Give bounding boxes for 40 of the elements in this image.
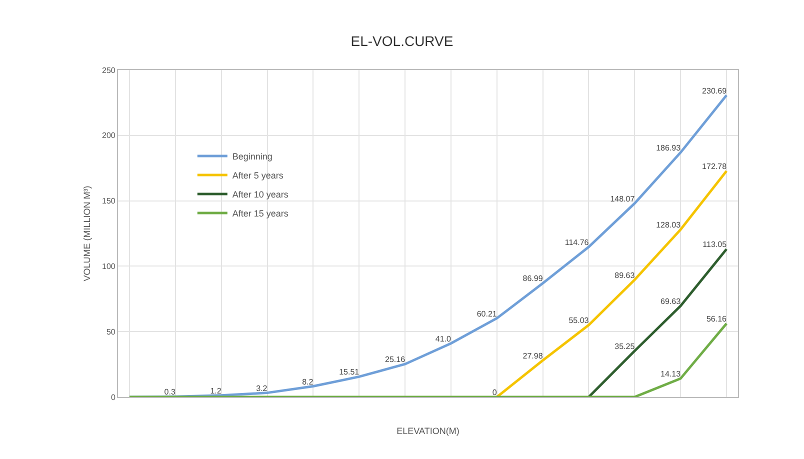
data-label: 172.78 xyxy=(702,162,728,171)
y-tick-label: 200 xyxy=(102,131,116,140)
data-label: 14.13 xyxy=(660,370,682,379)
data-label: 15.51 xyxy=(339,368,360,377)
data-label: 35.25 xyxy=(614,342,636,351)
y-axis-title: VOLUME (MILLION M³) xyxy=(82,186,92,282)
y-tick-label: 100 xyxy=(102,262,116,271)
data-label: 186.93 xyxy=(656,144,682,152)
data-label: 86.99 xyxy=(522,274,544,284)
data-label: 230.69 xyxy=(702,86,728,96)
data-label: 0 xyxy=(492,388,498,397)
data-label: 113.05 xyxy=(702,240,728,250)
data-label: 148.07 xyxy=(610,194,636,204)
data-label: 128.03 xyxy=(656,220,682,230)
data-label: 41.0 xyxy=(435,334,452,344)
y-tick-label: 50 xyxy=(106,327,116,336)
data-label: 69.63 xyxy=(660,296,682,306)
x-axis-title: ELEVATION(M) xyxy=(396,426,460,436)
y-tick-label: 150 xyxy=(102,196,116,206)
data-label: 89.63 xyxy=(614,270,636,280)
legend-label: After 10 years xyxy=(232,189,289,200)
data-label: 114.76 xyxy=(564,238,590,247)
data-label: 1.2 xyxy=(210,386,222,396)
data-label: 25.16 xyxy=(385,355,406,364)
data-label: 56.16 xyxy=(706,314,728,324)
line-series xyxy=(496,170,728,397)
data-label: 27.98 xyxy=(522,351,544,360)
data-label: 55.03 xyxy=(568,316,590,326)
legend-label: After 5 years xyxy=(232,170,284,180)
chart-title: EL-VOL.CURVE xyxy=(350,32,454,49)
data-label: 0.3 xyxy=(164,388,176,397)
legend-label: After 15 years xyxy=(232,208,289,218)
y-tick-label: 250 xyxy=(102,66,116,75)
data-label: 3.2 xyxy=(256,384,268,393)
data-label: 8.2 xyxy=(302,377,314,386)
data-label: 60.21 xyxy=(476,309,498,318)
y-tick-label: 0 xyxy=(110,392,116,402)
legend-label: Beginning xyxy=(232,151,272,162)
line-series xyxy=(587,248,728,397)
line-series xyxy=(128,94,728,397)
